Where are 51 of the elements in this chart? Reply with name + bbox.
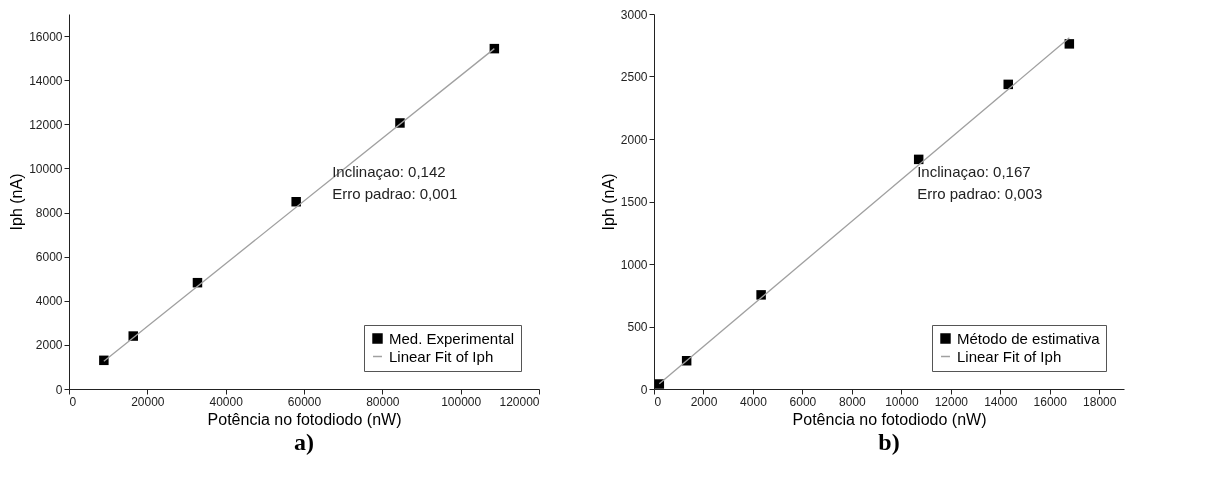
legend-label: Linear Fit of Iph — [389, 347, 494, 365]
y-tick-label: 500 — [627, 320, 648, 334]
point — [1003, 79, 1013, 90]
x-tick-label: 100000 — [441, 394, 482, 409]
y-tick-label: 2000 — [620, 132, 648, 147]
x-tick-label: 4000 — [740, 394, 768, 409]
x-tick-label: 6000 — [789, 394, 817, 409]
x-tick-label: 0 — [654, 394, 662, 409]
annotation: Erro padrao: 0,003 — [917, 184, 1043, 202]
x-axis-title: Potência no fotodiodo (nW) — [792, 410, 987, 428]
point — [291, 196, 301, 207]
x-tick-label: 60000 — [287, 394, 322, 409]
x-tick-label: 40000 — [209, 394, 244, 409]
x-tick-label: 14000 — [984, 394, 1018, 409]
y-tick-label: 4000 — [35, 294, 63, 309]
x-tick-label: 2000 — [690, 394, 718, 409]
x-tick-label: 20000 — [131, 394, 165, 409]
annotation: Erro padrao: 0,001 — [332, 184, 458, 202]
x-tick-label: 120000 — [499, 394, 540, 409]
text: b) — [878, 429, 900, 455]
x-tick-label: 18000 — [1083, 394, 1117, 409]
y-axis-title: Iph (nA) — [599, 173, 617, 231]
x-tick-label: 8000 — [839, 394, 867, 409]
y-tick-label: 1500 — [620, 195, 648, 209]
x-tick-label: 10000 — [885, 394, 919, 409]
y-tick-label: 2000 — [35, 338, 63, 353]
x-axis-title: Potência no fotodiodo (nW) — [207, 410, 402, 428]
y-axis-title: Iph (nA) — [8, 173, 26, 231]
y-tick-label: 16000 — [29, 29, 63, 44]
y-tick-label: 8000 — [35, 206, 63, 221]
legend-label: Método de estimativa — [957, 329, 1101, 347]
point — [654, 379, 665, 389]
y-tick-label: 14000 — [29, 73, 63, 88]
x-tick-label: 12000 — [934, 394, 969, 409]
text: a) — [294, 429, 314, 455]
y-tick-label: 3000 — [620, 7, 648, 22]
x-tick-label: 80000 — [366, 394, 400, 409]
y-tick-label: 0 — [640, 382, 648, 397]
x-tick-label: 16000 — [1033, 394, 1068, 409]
legend-label: Linear Fit of Iph — [957, 347, 1062, 365]
annotation: Inclinaçao: 0,142 — [332, 162, 446, 180]
y-tick-label: 1000 — [620, 257, 648, 272]
point — [1064, 39, 1075, 49]
x-tick-label: 0 — [69, 394, 77, 409]
y-tick-label: 6000 — [35, 250, 63, 265]
annotation: Inclinaçao: 0,167 — [917, 162, 1031, 180]
y-tick-label: 10000 — [29, 161, 63, 176]
legend-label: Med. Experimental — [389, 329, 515, 347]
y-tick-label: 2500 — [620, 70, 648, 84]
y-tick-label: 12000 — [29, 117, 63, 132]
y-tick-label: 0 — [55, 382, 63, 397]
